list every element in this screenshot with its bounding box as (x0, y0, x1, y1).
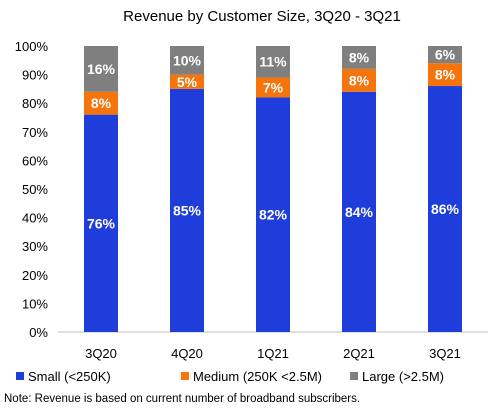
bar-segment (428, 63, 462, 87)
y-tick-label: 0% (29, 325, 48, 340)
y-tick-label: 60% (22, 153, 48, 168)
data-label: 7% (263, 79, 284, 95)
bar-segment (428, 86, 462, 332)
bar-segment (84, 46, 118, 92)
bar-segment (256, 77, 290, 98)
data-label: 6% (435, 47, 456, 63)
y-tick-label: 40% (22, 211, 48, 226)
x-tick-label: 3Q20 (85, 346, 117, 361)
bars: 76% 8% 16% 85% 5% 10% 82% 7% 11% 84% 8% 8% 86% 8% 6% (84, 46, 462, 333)
data-label: 10% (173, 52, 202, 68)
bar-segment (170, 74, 204, 89)
x-tick-label: 3Q21 (429, 346, 461, 361)
data-label: 84% (345, 204, 374, 220)
legend-swatch (181, 372, 189, 380)
bar-segment (84, 91, 118, 115)
y-tick-label: 70% (22, 125, 48, 140)
y-tick-label: 50% (22, 182, 48, 197)
x-tick-label: 1Q21 (257, 346, 289, 361)
x-axis: 3Q20 4Q20 1Q21 2Q21 3Q21 (85, 346, 461, 361)
y-tick-label: 100% (15, 39, 49, 54)
legend-label: Small (<250K) (28, 369, 111, 384)
data-label: 85% (173, 202, 202, 218)
data-label: 86% (431, 201, 460, 217)
data-label: 8% (349, 72, 370, 88)
y-tick-label: 80% (22, 96, 48, 111)
x-tick-label: 4Q20 (171, 346, 203, 361)
bar-segment (84, 114, 118, 332)
bar-segment (342, 46, 376, 69)
data-label: 8% (91, 95, 112, 111)
bar-segment (342, 91, 376, 332)
legend-swatch (16, 372, 24, 380)
data-label: 82% (259, 207, 288, 223)
y-tick-label: 90% (22, 68, 48, 83)
bar-segment (256, 97, 290, 332)
bar-segment (170, 88, 204, 333)
footnote: Note: Revenue is based on current number… (4, 393, 360, 405)
data-label: 16% (87, 61, 116, 77)
bar-segment (428, 46, 462, 64)
y-tick-label: 10% (22, 296, 48, 311)
data-label: 8% (349, 49, 370, 65)
legend-label: Large (>2.5M) (362, 369, 444, 384)
data-label: 8% (435, 67, 456, 83)
legend: Small (<250K) Medium (250K <2.5M) Large (>… (16, 369, 444, 384)
bar-segment (256, 46, 290, 78)
data-label: 11% (259, 54, 287, 70)
y-axis: 0% 10% 20% 30% 40% 50% 60% 70% 80% 90% 100% (15, 39, 49, 340)
data-label: 5% (177, 74, 198, 90)
y-tick-label: 30% (22, 239, 48, 254)
bar-segment (342, 68, 376, 92)
chart-title: Revenue by Customer Size, 3Q20 - 3Q21 (123, 8, 401, 25)
bar-segment (170, 46, 204, 75)
legend-label: Medium (250K <2.5M) (193, 369, 322, 384)
legend-swatch (350, 372, 358, 380)
x-tick-label: 2Q21 (343, 346, 375, 361)
y-tick-label: 20% (22, 268, 48, 283)
data-label: 76% (87, 215, 116, 231)
